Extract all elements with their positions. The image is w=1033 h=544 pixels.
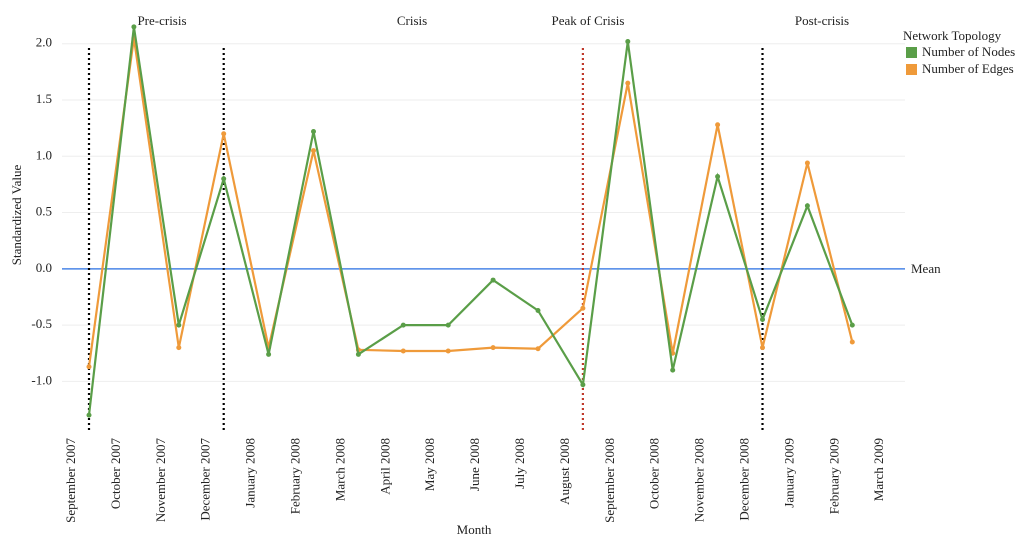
- data-point: [625, 39, 631, 45]
- data-point: [311, 129, 316, 135]
- y-tick-label: 0.5: [36, 204, 52, 219]
- data-point: [715, 174, 721, 180]
- data-point: [580, 382, 586, 388]
- data-point: [355, 351, 361, 357]
- x-tick-label: May 2008: [422, 438, 437, 491]
- legend-label: Number of Nodes: [922, 44, 1015, 59]
- y-tick-label: 0.0: [36, 260, 52, 275]
- phase-label: Post-crisis: [795, 13, 849, 28]
- data-point: [400, 348, 406, 354]
- phase-label: Pre-crisis: [137, 13, 186, 28]
- y-axis-title: Standardized Value: [9, 165, 24, 266]
- data-point: [760, 345, 765, 351]
- data-point: [849, 322, 855, 328]
- data-point: [715, 122, 721, 128]
- series-line: [87, 37, 854, 367]
- data-point: [445, 348, 451, 354]
- data-point: [400, 322, 406, 328]
- data-point: [176, 322, 182, 328]
- y-tick-label: -1.0: [31, 372, 52, 387]
- y-tick-label: 1.5: [36, 91, 52, 106]
- data-point: [311, 148, 316, 154]
- data-point: [535, 307, 541, 313]
- x-tick-label: April 2008: [377, 438, 392, 495]
- x-tick-label: February 2008: [287, 438, 302, 514]
- legend-label: Number of Edges: [922, 61, 1014, 76]
- x-tick-label: March 2008: [332, 438, 347, 501]
- data-point: [490, 277, 496, 283]
- x-tick-label: August 2008: [557, 438, 572, 505]
- x-axis-title: Month: [457, 522, 492, 537]
- x-tick-label: November 2007: [153, 438, 168, 523]
- x-tick-label: November 2008: [692, 438, 707, 522]
- phase-label: Peak of Crisis: [552, 13, 625, 28]
- data-point: [804, 160, 810, 166]
- x-tick-label: January 2009: [781, 438, 796, 508]
- data-point: [804, 203, 810, 209]
- data-point: [221, 131, 227, 137]
- data-point: [490, 345, 496, 351]
- data-point: [221, 176, 227, 182]
- y-tick-label: -0.5: [31, 316, 52, 331]
- x-tick-label: June 2008: [467, 438, 482, 491]
- legend-swatch: [906, 64, 917, 75]
- data-point: [86, 364, 92, 370]
- y-tick-label: 2.0: [36, 35, 52, 50]
- x-tick-label: March 2009: [871, 438, 886, 501]
- x-tick-label: December 2008: [736, 438, 751, 521]
- x-tick-label: September 2007: [63, 438, 78, 523]
- data-point: [580, 305, 586, 311]
- x-tick-label: February 2009: [826, 438, 841, 514]
- data-point: [131, 24, 137, 30]
- data-point: [176, 345, 182, 351]
- x-tick-label: October 2008: [647, 438, 662, 509]
- data-point: [760, 316, 765, 322]
- series-line: [87, 26, 854, 416]
- x-tick-label: December 2007: [198, 438, 213, 521]
- x-tick-label: September 2008: [602, 438, 617, 523]
- x-tick-label: July 2008: [512, 438, 527, 489]
- x-tick-label: January 2008: [243, 438, 258, 508]
- phase-label: Crisis: [397, 13, 427, 28]
- data-point: [625, 80, 631, 86]
- data-point: [266, 351, 272, 357]
- data-point: [445, 322, 451, 328]
- data-point: [670, 367, 676, 373]
- legend-title: Network Topology: [903, 28, 1002, 43]
- data-point: [849, 339, 855, 345]
- data-point: [86, 412, 92, 418]
- mean-label: Mean: [911, 261, 941, 276]
- x-tick-label: October 2007: [108, 438, 123, 510]
- y-tick-label: 1.0: [36, 147, 52, 162]
- data-point: [535, 346, 541, 352]
- legend-swatch: [906, 47, 917, 58]
